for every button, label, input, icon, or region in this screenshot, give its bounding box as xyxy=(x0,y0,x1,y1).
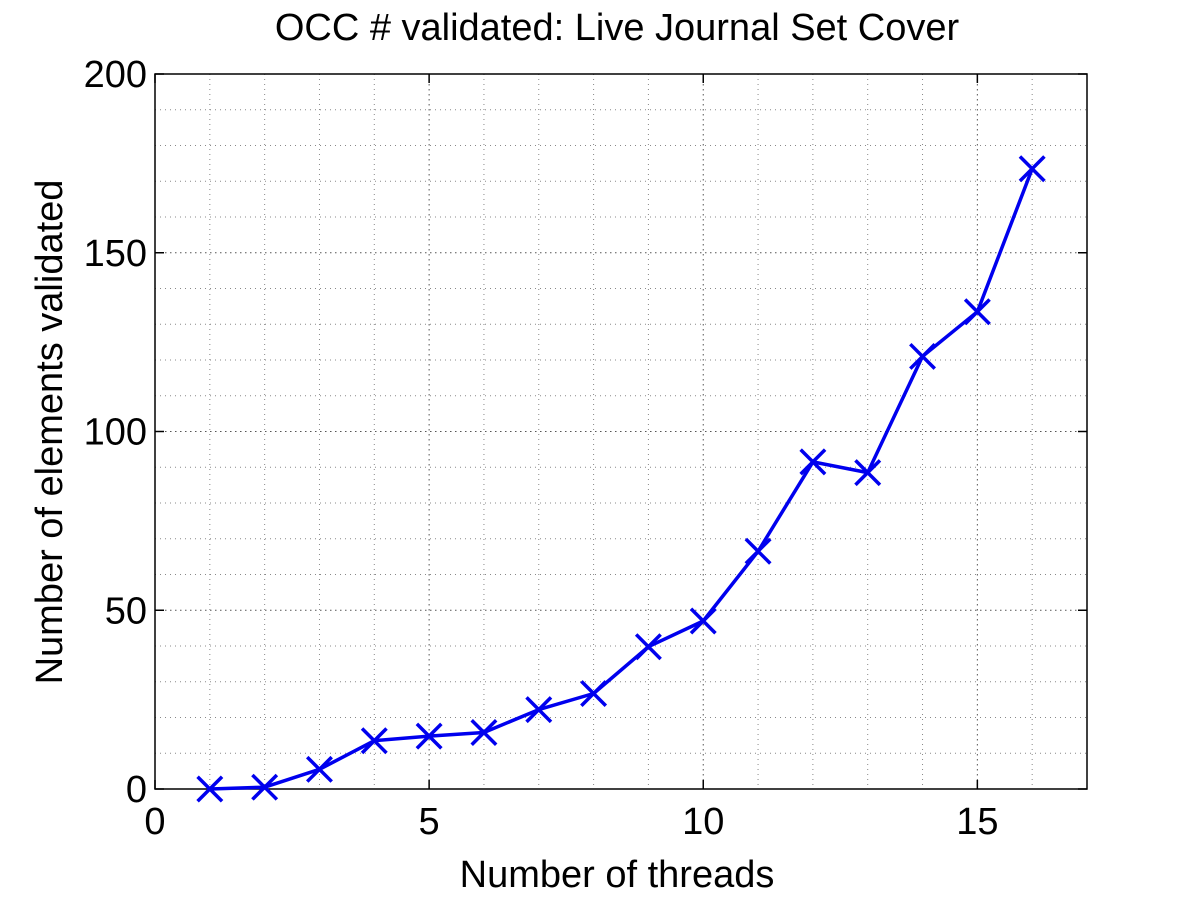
marker-stroke xyxy=(909,342,937,370)
marker-stroke xyxy=(963,298,991,326)
data-point-marker xyxy=(415,722,443,750)
y-tick-label: 50 xyxy=(105,590,147,632)
y-tick-label: 0 xyxy=(126,769,147,811)
x-tick-label: 15 xyxy=(956,801,998,843)
x-axis-label: Number of threads xyxy=(460,854,775,896)
data-point-marker xyxy=(1018,155,1046,183)
marker-stroke xyxy=(305,755,333,783)
data-point-marker xyxy=(909,342,937,370)
marker-stroke xyxy=(580,680,608,708)
data-point-marker xyxy=(360,727,388,755)
marker-stroke xyxy=(799,448,827,476)
marker-stroke xyxy=(744,537,772,565)
series-line xyxy=(209,168,1034,791)
data-point-marker xyxy=(251,773,279,801)
marker-stroke xyxy=(196,775,224,803)
data-point-marker xyxy=(305,755,333,783)
data-point-marker xyxy=(634,633,662,661)
chart-title: OCC # validated: Live Journal Set Cover xyxy=(275,7,960,49)
y-tick-label: 100 xyxy=(84,412,147,454)
grid xyxy=(154,73,1088,790)
data-series xyxy=(196,155,1046,803)
marker-stroke xyxy=(360,727,388,755)
data-point-marker xyxy=(744,537,772,565)
data-point-marker xyxy=(799,448,827,476)
y-tick-label: 200 xyxy=(84,54,147,96)
data-point-marker xyxy=(963,298,991,326)
data-point-marker xyxy=(196,775,224,803)
data-point-marker xyxy=(580,680,608,708)
marker-stroke xyxy=(1018,155,1046,183)
x-tick-label: 10 xyxy=(682,801,724,843)
data-point-marker xyxy=(854,459,882,487)
data-point-marker xyxy=(470,719,498,746)
marker-stroke xyxy=(689,607,717,635)
marker-stroke xyxy=(854,459,882,487)
marker-stroke xyxy=(470,719,498,746)
marker-stroke xyxy=(415,722,443,750)
data-point-marker xyxy=(689,607,717,635)
y-tick-label: 150 xyxy=(84,233,147,275)
x-tick-label: 0 xyxy=(144,801,165,843)
marker-stroke xyxy=(251,773,279,801)
marker-stroke xyxy=(634,633,662,661)
x-tick-label: 5 xyxy=(419,801,440,843)
marker-stroke xyxy=(525,696,553,724)
data-point-marker xyxy=(525,696,553,724)
y-axis-label: Number of elements validated xyxy=(29,180,71,685)
